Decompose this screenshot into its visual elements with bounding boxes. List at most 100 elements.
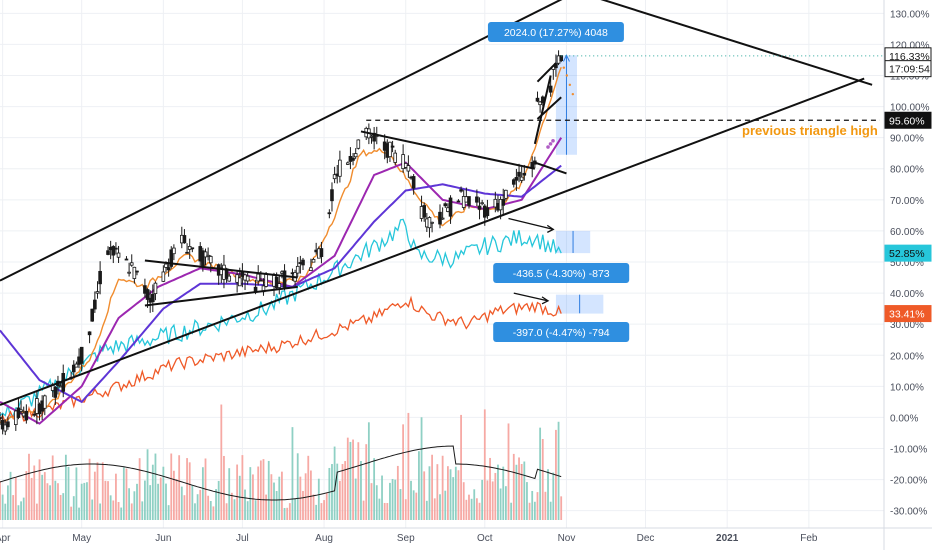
candle-body [295,265,300,274]
volume-bar [17,505,20,520]
cyan-range-label: -436.5 (-4.30%) -873 [513,268,610,280]
volume-bar [286,507,289,520]
volume-bar [410,480,412,520]
volume-bar [412,490,415,520]
candle-body [16,407,21,418]
volume-bar [99,503,102,520]
volume-bar [215,489,217,520]
volume-bar [389,482,391,520]
volume-bar [452,477,455,520]
volume-bar [249,467,252,520]
candle-body [166,267,171,271]
previous-triangle-high-note: previous triangle high [742,123,878,138]
channel-upper-line [0,0,563,282]
volume-bar [267,460,270,520]
volume-bar [180,486,183,520]
candle-body [227,275,232,282]
volume-bar [504,486,507,520]
candle-body [172,247,176,255]
price-tag-bg [884,244,932,262]
red-range-label-bg [493,322,630,342]
volume-bar [115,473,117,520]
x-tick-label: Nov [558,533,576,544]
ma-projection-dot [551,138,555,143]
candle-body [124,258,129,261]
volume-bar [428,466,431,520]
candle-body [390,145,395,148]
volume-bar [183,495,186,520]
volume-bar [144,480,146,520]
ma-projection-dot [571,92,575,96]
volume-bar [59,494,62,520]
volume-bar [228,468,231,520]
volume-bar [241,455,244,520]
candle-body [53,387,58,398]
candle-body [480,202,484,205]
volume-bar [217,480,220,520]
volume-bar [515,464,518,520]
price-tag: 95.60% [889,115,925,127]
price-tag: 116.33% [889,51,930,63]
price-tag-bg [884,305,932,323]
cyan-decline-arrow [508,217,554,230]
y-tick-label: 40.00% [890,289,924,300]
volume-bar [367,422,370,520]
volume-bar [1,494,4,520]
candle-body [535,97,540,102]
candle-body [190,247,195,250]
x-tick-label: Jun [155,533,171,544]
candle-body [485,207,490,217]
candle-body [356,139,361,149]
candle-body [411,176,416,189]
candle-body [87,331,92,336]
volume-bar [539,427,542,520]
volume-bar [136,483,138,520]
volume-bar [423,471,426,520]
volume-bar [433,498,436,520]
volume-bar [444,490,447,520]
ma-projection-dot [568,83,572,87]
volume-bar [259,460,262,520]
volume-bar [146,449,149,520]
volume-bar [51,455,54,520]
volume-bar [439,494,441,520]
candle-body [129,262,134,266]
volume-bar [125,468,128,520]
volume-bar [425,500,428,520]
candle-body [548,85,553,93]
volume-bar [233,499,236,520]
ma-projection-dot [548,142,553,146]
candle-body [332,174,337,180]
volume-bar [225,503,228,520]
candle-body [319,248,324,257]
volume-bar [178,455,181,520]
y-tick-label: 120.00% [890,40,930,51]
volume-bar [70,506,73,520]
volume-bar [86,482,88,520]
price-range-label: 2024.0 (17.27%) 4048 [504,27,608,39]
volume-bar [38,459,41,520]
volume-bar [133,491,136,520]
volume-bar [191,485,194,520]
volume-bar [460,414,462,520]
candle-body [456,200,461,203]
candle-body [206,254,210,257]
volume-bar [541,439,544,520]
volume-pane [0,404,563,520]
candle-body [443,203,448,207]
volume-bar [72,496,75,520]
volume-bar [465,499,468,520]
candle-body [90,308,95,322]
volume-bar [151,464,154,520]
volume-bar [188,462,191,520]
volume-bar [449,469,452,520]
volume-bar [294,498,296,520]
volume-bar [283,507,286,520]
volume-bar [302,490,304,520]
volume-bar [536,492,539,520]
volume-bar [441,455,444,520]
volume-bar [481,479,484,520]
y-tick-label: 30.00% [890,320,924,331]
y-tick-label: 0.00% [890,413,918,424]
